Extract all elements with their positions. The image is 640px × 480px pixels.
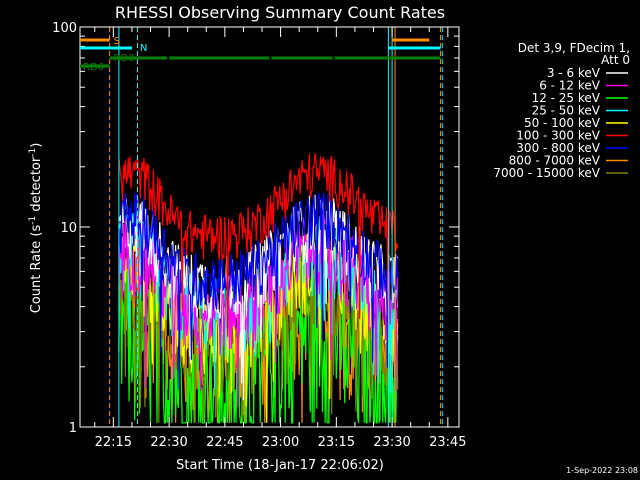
legend-label-4: 50 - 100 keV bbox=[524, 116, 601, 130]
legend-label-1: 6 - 12 keV bbox=[539, 79, 601, 93]
plot-area bbox=[80, 27, 443, 427]
x-tick-label-23:00: 23:00 bbox=[262, 435, 299, 450]
y-axis-label: Count Rate (s-1 detector-1) bbox=[28, 143, 44, 314]
series-12-25-kev-line bbox=[118, 271, 399, 424]
y-tick-label-10: 10 bbox=[60, 221, 77, 236]
series-100-300-kev-line bbox=[118, 153, 399, 342]
legend-header-line-1: Det 3,9, FDecim 1, bbox=[518, 41, 630, 55]
legend-label-0: 3 - 6 keV bbox=[547, 66, 601, 80]
legend-label-8: 7000 - 15000 keV bbox=[493, 166, 600, 180]
chart-title: RHESSI Observing Summary Count Rates bbox=[115, 3, 445, 22]
flag-label-rd0: RD0 bbox=[114, 53, 135, 64]
x-tick-label-23:30: 23:30 bbox=[373, 435, 410, 450]
orbit-flags: S N RD0 RD6 bbox=[80, 36, 441, 73]
x-tick-label-23:45: 23:45 bbox=[429, 435, 466, 450]
flag-label-s: S bbox=[114, 36, 120, 47]
generated-timestamp: 1-Sep-2022 23:08 bbox=[566, 466, 638, 475]
x-tick-label-22:15: 22:15 bbox=[95, 435, 132, 450]
legend-header-line-2: Att 0 bbox=[601, 53, 630, 67]
legend-label-5: 100 - 300 keV bbox=[516, 129, 600, 143]
legend-label-6: 300 - 800 keV bbox=[516, 141, 600, 155]
legend-label-7: 800 - 7000 keV bbox=[509, 154, 601, 168]
legend-label-2: 12 - 25 keV bbox=[532, 91, 601, 105]
y-tick-label-1: 1 bbox=[69, 421, 77, 436]
legend-label-3: 25 - 50 keV bbox=[532, 104, 601, 118]
flag-label-rd6: RD6 bbox=[83, 62, 104, 73]
x-axis-label: Start Time (18-Jan-17 22:06:02) bbox=[176, 458, 384, 473]
y-tick-label-100: 100 bbox=[52, 21, 77, 36]
axes: 1 10 100 22:15 22:30 22:45 23:00 23:15 23:30 23:4… bbox=[52, 21, 466, 450]
x-tick-label-22:45: 22:45 bbox=[206, 435, 243, 450]
series-300-800-kev-line bbox=[118, 191, 399, 391]
x-tick-label-22:30: 22:30 bbox=[150, 435, 187, 450]
flag-label-n: N bbox=[140, 43, 147, 54]
x-tick-label-23:15: 23:15 bbox=[318, 435, 355, 450]
